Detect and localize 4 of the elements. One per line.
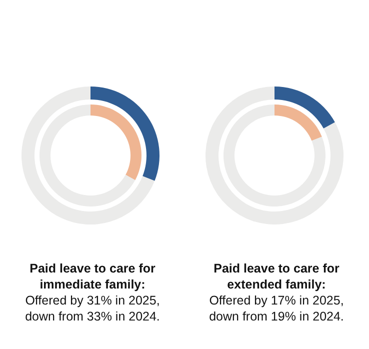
text: Paid leave to care for immediate family: <box>30 262 156 292</box>
text: Paid leave to care for extended family: <box>214 262 340 292</box>
text: Offered by 31% in 2025, down from 33% in 2024. <box>25 294 160 324</box>
text: Offered by 17% in 2025, down from 19% in 2024. <box>209 294 344 324</box>
